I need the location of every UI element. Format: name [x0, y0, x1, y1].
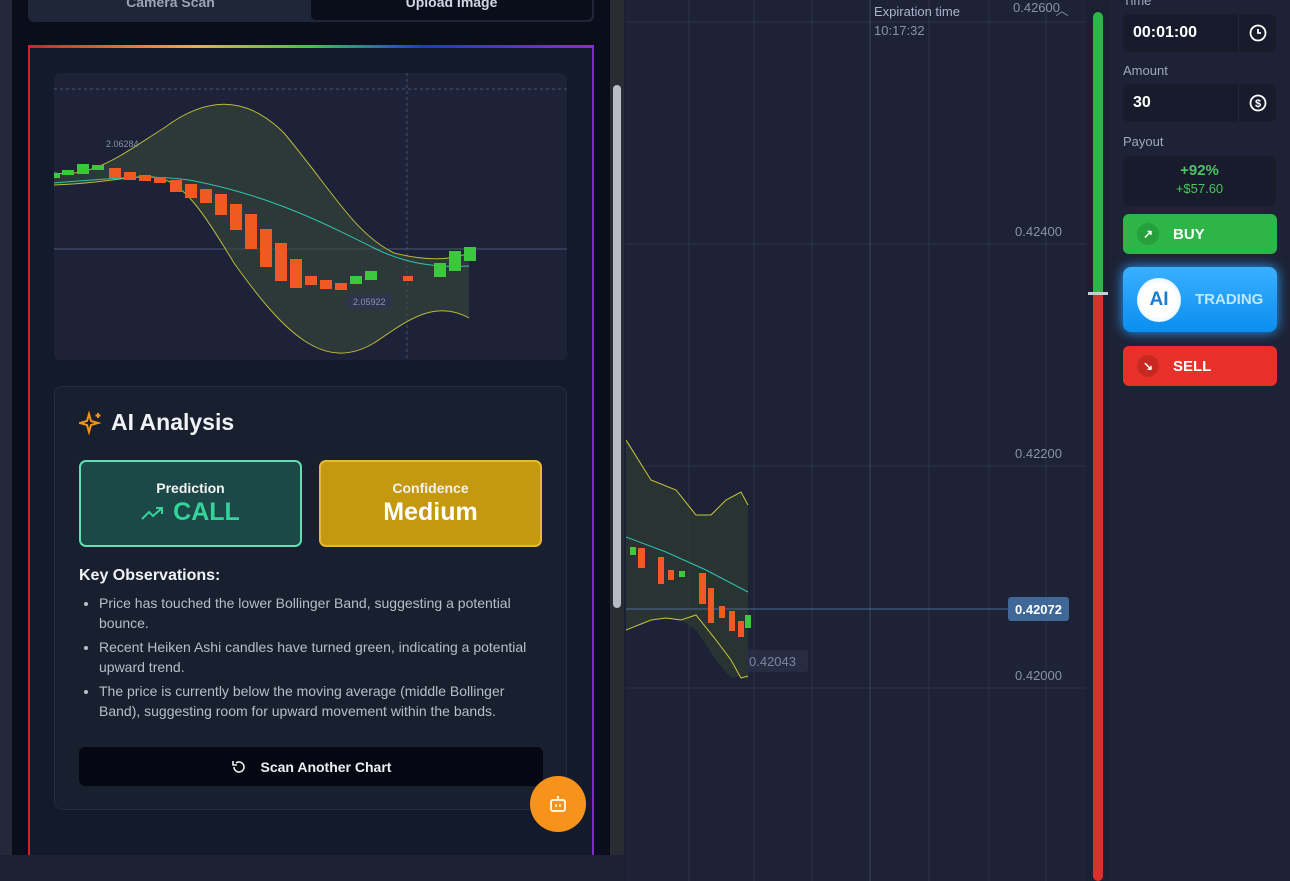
trade-panel: Time 00:01:00 Amount 30 $ Payout +92% +$…: [1110, 0, 1290, 881]
buy-label: BUY: [1173, 225, 1205, 243]
clock-icon[interactable]: [1238, 14, 1276, 52]
bottom-toolbar: [0, 855, 626, 881]
amount-label: Amount: [1123, 63, 1168, 78]
tab-camera-scan[interactable]: Camera Scan: [126, 0, 215, 10]
y-axis-label: 0.42400: [1015, 224, 1062, 239]
prediction-value: CALL: [173, 498, 240, 526]
payout-display: +92% +$57.60: [1123, 156, 1276, 206]
sentiment-bar: [1093, 12, 1103, 881]
amount-input[interactable]: 30 $: [1123, 84, 1276, 122]
collapse-chevron-icon[interactable]: ︿: [1055, 3, 1069, 18]
observation-item: The price is currently below the moving …: [99, 681, 549, 721]
sparkles-icon: [79, 410, 102, 435]
amount-value: 30: [1133, 94, 1151, 111]
scan-button-label: Scan Another Chart: [260, 758, 392, 775]
uploaded-chart-image: 2.06284 2.05922: [54, 73, 567, 360]
robot-icon: [550, 796, 566, 812]
price-high-label: 2.06284: [106, 139, 139, 149]
expiration-time: 10:17:32: [874, 23, 925, 38]
buy-button[interactable]: ↗ BUY: [1123, 214, 1277, 254]
uploaded-chart-graphic: 2.06284 2.05922: [54, 73, 567, 360]
arrow-up-right-icon: ↗: [1137, 223, 1159, 245]
svg-text:$: $: [1254, 98, 1260, 110]
prediction-label: Prediction: [156, 480, 225, 496]
expiration-label: Expiration time: [874, 4, 960, 19]
refresh-icon: [231, 760, 245, 773]
sell-label: SELL: [1173, 357, 1212, 375]
payout-percent: +92%: [1180, 162, 1219, 179]
background-strip: [0, 0, 12, 881]
low-price-marker: 0.42043: [749, 654, 796, 669]
sell-button[interactable]: ↘ SELL: [1123, 346, 1277, 386]
analysis-title: AI Analysis: [79, 409, 234, 436]
price-low-label: 2.05922: [353, 297, 386, 307]
ai-trading-label: TRADING: [1195, 291, 1264, 308]
arrow-down-right-icon: ↘: [1137, 355, 1159, 377]
y-axis-label: 0.42600: [1013, 0, 1060, 15]
payout-label: Payout: [1123, 134, 1164, 149]
y-axis-label: 0.42000: [1015, 668, 1062, 683]
observation-item: Price has touched the lower Bollinger Ba…: [99, 593, 549, 633]
scan-another-chart-button[interactable]: Scan Another Chart: [79, 747, 543, 786]
ai-trading-button[interactable]: AI TRADING: [1123, 267, 1277, 332]
payout-amount: +$57.60: [1175, 181, 1224, 196]
scan-mode-tabs: Camera Scan Upload Image: [28, 0, 594, 22]
price-chart[interactable]: Expiration time 10:17:32 0.42600 ︿ 0.424…: [626, 0, 1086, 881]
current-price-tag: 0.42072: [1008, 597, 1069, 621]
ai-analysis-card: AI Analysis Prediction CALL Confidence M…: [54, 386, 567, 810]
dollar-icon[interactable]: $: [1238, 84, 1276, 122]
confidence-value: Medium: [383, 498, 478, 526]
observation-item: Recent Heiken Ashi candles have turned g…: [99, 637, 549, 677]
time-input[interactable]: 00:01:00: [1123, 14, 1276, 52]
observations-list: Price has touched the lower Bollinger Ba…: [99, 593, 549, 725]
prediction-box: Prediction CALL: [79, 460, 302, 547]
analysis-title-text: AI Analysis: [111, 409, 235, 435]
trending-up-icon: [141, 506, 164, 520]
observations-title: Key Observations:: [79, 567, 221, 584]
scrollbar-thumb[interactable]: [613, 85, 621, 608]
tab-upload-image[interactable]: Upload Image: [311, 0, 592, 20]
sentiment-marker: [1088, 292, 1108, 295]
y-axis-label: 0.42200: [1015, 446, 1062, 461]
chart-grid: [626, 0, 1086, 881]
confidence-label: Confidence: [392, 480, 469, 496]
time-label: Time: [1123, 0, 1152, 8]
time-value: 00:01:00: [1133, 24, 1198, 41]
confidence-box: Confidence Medium: [319, 460, 542, 547]
ai-badge: AI: [1137, 277, 1181, 322]
chat-bot-button[interactable]: [530, 776, 586, 832]
